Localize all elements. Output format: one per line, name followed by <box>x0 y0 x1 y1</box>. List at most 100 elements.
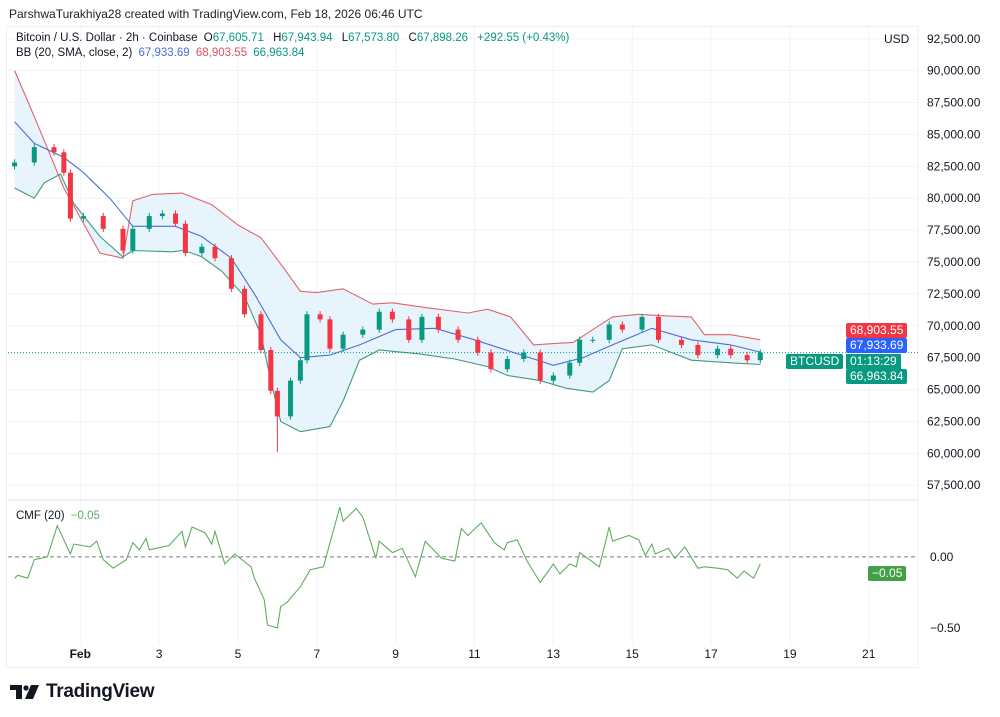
candle-body <box>695 344 701 356</box>
time-tick-label: 7 <box>313 647 320 661</box>
close-label: C <box>408 32 417 44</box>
candle-body <box>242 288 248 315</box>
bb-legend: BB (20, SMA, close, 2) 67,933.69 68,903.… <box>16 47 307 59</box>
candle-body <box>619 324 625 330</box>
candle-body <box>406 319 412 340</box>
price-tick-label: 70,000.00 <box>927 319 981 333</box>
candle-body <box>81 216 87 219</box>
candle-body <box>268 350 274 391</box>
candle-body <box>120 228 126 251</box>
bb-basis-tag: 67,933.69 <box>846 338 908 353</box>
candle-body <box>475 339 481 353</box>
cmf-label: CMF (20) <box>16 510 65 522</box>
candle-body <box>61 152 67 173</box>
price-tick-label: 90,000.00 <box>927 64 981 78</box>
bb-lower-line <box>14 173 761 433</box>
time-tick-label: 13 <box>547 647 561 661</box>
price-tick-label: 62,500.00 <box>927 414 981 428</box>
time-tick-label: 5 <box>235 647 242 661</box>
candle-body <box>159 213 165 217</box>
cmf-tick-label: −0.50 <box>930 621 961 635</box>
candle-body <box>744 355 750 361</box>
low-label: L <box>341 32 349 44</box>
candle-body <box>100 216 106 229</box>
chart-credit: ParshwaTurakhiya28 created with TradingV… <box>9 7 423 21</box>
candle-body <box>340 334 346 349</box>
bb-basis-line <box>14 121 761 366</box>
candle-body <box>550 375 556 381</box>
candle-body <box>715 348 721 356</box>
cmf-legend: CMF (20) −0.05 <box>16 510 103 522</box>
cmf-value: −0.05 <box>70 510 100 522</box>
candle-body <box>199 246 205 254</box>
tradingview-logo-text: TradingView <box>46 681 155 702</box>
price-tick-label: 85,000.00 <box>927 127 981 141</box>
candle-body <box>504 358 510 370</box>
time-tick-label: 15 <box>626 647 640 661</box>
price-tick-label: 92,500.00 <box>927 32 981 46</box>
high-value: 67,943.94 <box>281 32 333 44</box>
price-tick-label: 77,500.00 <box>927 223 981 237</box>
candle-body <box>567 362 573 376</box>
candle-body <box>728 348 734 356</box>
currency-label[interactable]: USD <box>884 32 910 46</box>
price-tick-label: 80,000.00 <box>927 191 981 205</box>
open-label: O <box>203 32 213 44</box>
candle-body <box>757 352 763 361</box>
candle-body <box>376 311 382 330</box>
candle-body <box>173 213 179 224</box>
candle-body <box>12 162 18 167</box>
candle-body <box>537 352 543 381</box>
candle-body <box>419 316 425 340</box>
time-tick-label: 11 <box>468 647 481 661</box>
close-value: 67,898.26 <box>416 32 469 44</box>
tradingview-logo[interactable]: TradingView <box>10 681 155 703</box>
price-tick-label: 57,500.00 <box>927 478 981 492</box>
symbol-title: Bitcoin / U.S. Dollar · 2h · Coinbase <box>16 32 198 44</box>
candle-body <box>274 390 280 417</box>
time-tick-label: Feb <box>70 647 91 661</box>
candle-body <box>67 172 73 219</box>
candle-body <box>606 324 612 340</box>
candle-body <box>455 329 461 340</box>
time-tick-label: 19 <box>783 647 797 661</box>
cmf-tag: −0.05 <box>868 566 907 581</box>
cmf-line <box>14 506 761 629</box>
candle-body <box>304 314 310 361</box>
candle-body <box>31 147 37 163</box>
time-tick-label: 3 <box>156 647 163 661</box>
bb-fill <box>14 70 761 432</box>
candle-body <box>146 216 152 229</box>
bb-lower-value: 66,963.84 <box>253 47 305 59</box>
candle-body <box>488 352 494 370</box>
bb-upper-tag: 68,903.55 <box>846 323 908 338</box>
chart-frame <box>6 26 919 668</box>
candle-body <box>212 246 218 259</box>
candle-body <box>51 147 57 153</box>
candle-body <box>258 314 264 351</box>
candle-body <box>130 228 136 251</box>
price-tick-label: 87,500.00 <box>927 96 981 110</box>
price-tick-label: 72,500.00 <box>927 287 981 301</box>
time-tick-label: 21 <box>862 647 876 661</box>
candle-body <box>655 316 661 340</box>
candle-body <box>435 316 441 330</box>
bb-upper-line <box>14 70 761 346</box>
candle-body <box>678 339 684 345</box>
price-tick-label: 60,000.00 <box>927 446 981 460</box>
candle-body <box>521 352 527 359</box>
bb-basis-value: 67,933.69 <box>138 47 190 59</box>
candle-body <box>317 314 323 320</box>
high-label: H <box>273 32 282 44</box>
tradingview-logo-icon <box>10 685 39 699</box>
price-tick-label: 65,000.00 <box>927 383 981 397</box>
candle-body <box>389 311 395 320</box>
low-value: 67,573.80 <box>348 32 400 44</box>
bb-lower-tag: 66,963.84 <box>846 369 908 384</box>
candle-body <box>228 258 234 289</box>
price-tick-label: 82,500.00 <box>927 159 981 173</box>
candle-body <box>182 223 188 254</box>
cmf-tick-label: 0.00 <box>930 550 954 564</box>
candle-body <box>639 316 645 330</box>
